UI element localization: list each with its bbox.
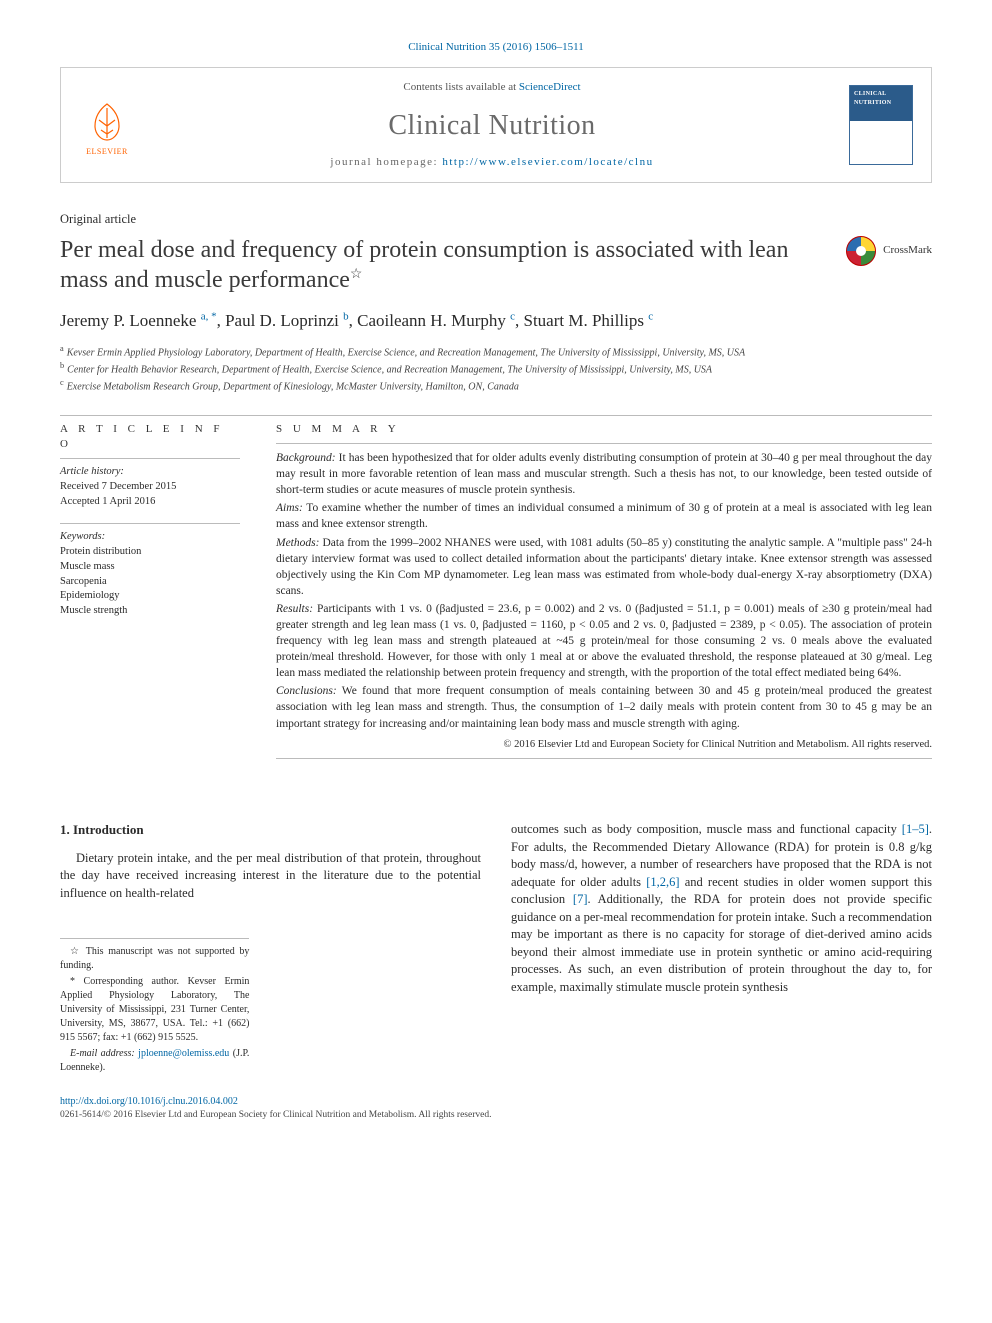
section-rule xyxy=(276,758,932,759)
keyword: Sarcopenia xyxy=(60,575,240,590)
citation-link[interactable]: [7] xyxy=(573,892,588,906)
keyword: Muscle strength xyxy=(60,604,240,619)
article-title: Per meal dose and frequency of protein c… xyxy=(60,235,825,295)
keyword: Epidemiology xyxy=(60,589,240,604)
doi-link[interactable]: http://dx.doi.org/10.1016/j.clnu.2016.04… xyxy=(60,1096,238,1107)
doi-line: http://dx.doi.org/10.1016/j.clnu.2016.04… xyxy=(60,1095,932,1109)
issn-copyright: 0261-5614/© 2016 Elsevier Ltd and Europe… xyxy=(60,1109,932,1122)
citation-link[interactable]: [1,2,6] xyxy=(646,875,679,889)
article-info-head: A R T I C L E I N F O xyxy=(60,422,240,453)
corresponding-email-link[interactable]: jploenne@olemiss.edu xyxy=(138,1048,229,1059)
title-footnote-star: ☆ xyxy=(350,267,363,282)
summary-head: S U M M A R Y xyxy=(276,422,932,437)
journal-homepage-link[interactable]: http://www.elsevier.com/locate/clnu xyxy=(442,156,653,168)
elsevier-logo[interactable]: ELSEVIER xyxy=(79,93,135,157)
journal-header: ELSEVIER Contents lists available at Sci… xyxy=(60,67,932,183)
footnotes: ☆ This manuscript was not supported by f… xyxy=(60,938,249,1075)
author-list: Jeremy P. Loenneke a, *, Paul D. Loprinz… xyxy=(60,309,932,333)
keyword: Protein distribution xyxy=(60,545,240,560)
journal-name: Clinical Nutrition xyxy=(153,106,831,145)
journal-homepage-line: journal homepage: http://www.elsevier.co… xyxy=(153,155,831,170)
crossmark-badge[interactable]: CrossMark xyxy=(845,235,932,267)
journal-cover-thumb[interactable]: CLINICAL NUTRITION xyxy=(849,85,913,165)
affiliations: aKevser Ermin Applied Physiology Laborat… xyxy=(60,343,932,395)
running-head: Clinical Nutrition 35 (2016) 1506–1511 xyxy=(60,40,932,55)
intro-heading: 1. Introduction xyxy=(60,821,481,839)
section-rule xyxy=(60,458,240,459)
keywords-block: Keywords: Protein distributionMuscle mas… xyxy=(60,530,240,618)
keyword: Muscle mass xyxy=(60,560,240,575)
article-type: Original article xyxy=(60,211,932,229)
article-history: Article history: Received 7 December 201… xyxy=(60,465,240,509)
crossmark-icon xyxy=(845,235,877,267)
abstract-copyright: © 2016 Elsevier Ltd and European Society… xyxy=(276,738,932,753)
section-rule xyxy=(276,443,932,444)
abstract-body: Background: It has been hypothesized tha… xyxy=(276,450,932,752)
citation-link[interactable]: [1–5] xyxy=(902,822,929,836)
body-column-right: outcomes such as body composition, muscl… xyxy=(511,821,932,1077)
contents-list-line: Contents lists available at ScienceDirec… xyxy=(153,80,831,95)
section-rule xyxy=(60,415,932,416)
body-column-left: 1. Introduction Dietary protein intake, … xyxy=(60,821,481,1077)
section-rule xyxy=(60,523,240,524)
elsevier-tree-icon xyxy=(85,100,129,144)
sciencedirect-link[interactable]: ScienceDirect xyxy=(519,81,581,93)
